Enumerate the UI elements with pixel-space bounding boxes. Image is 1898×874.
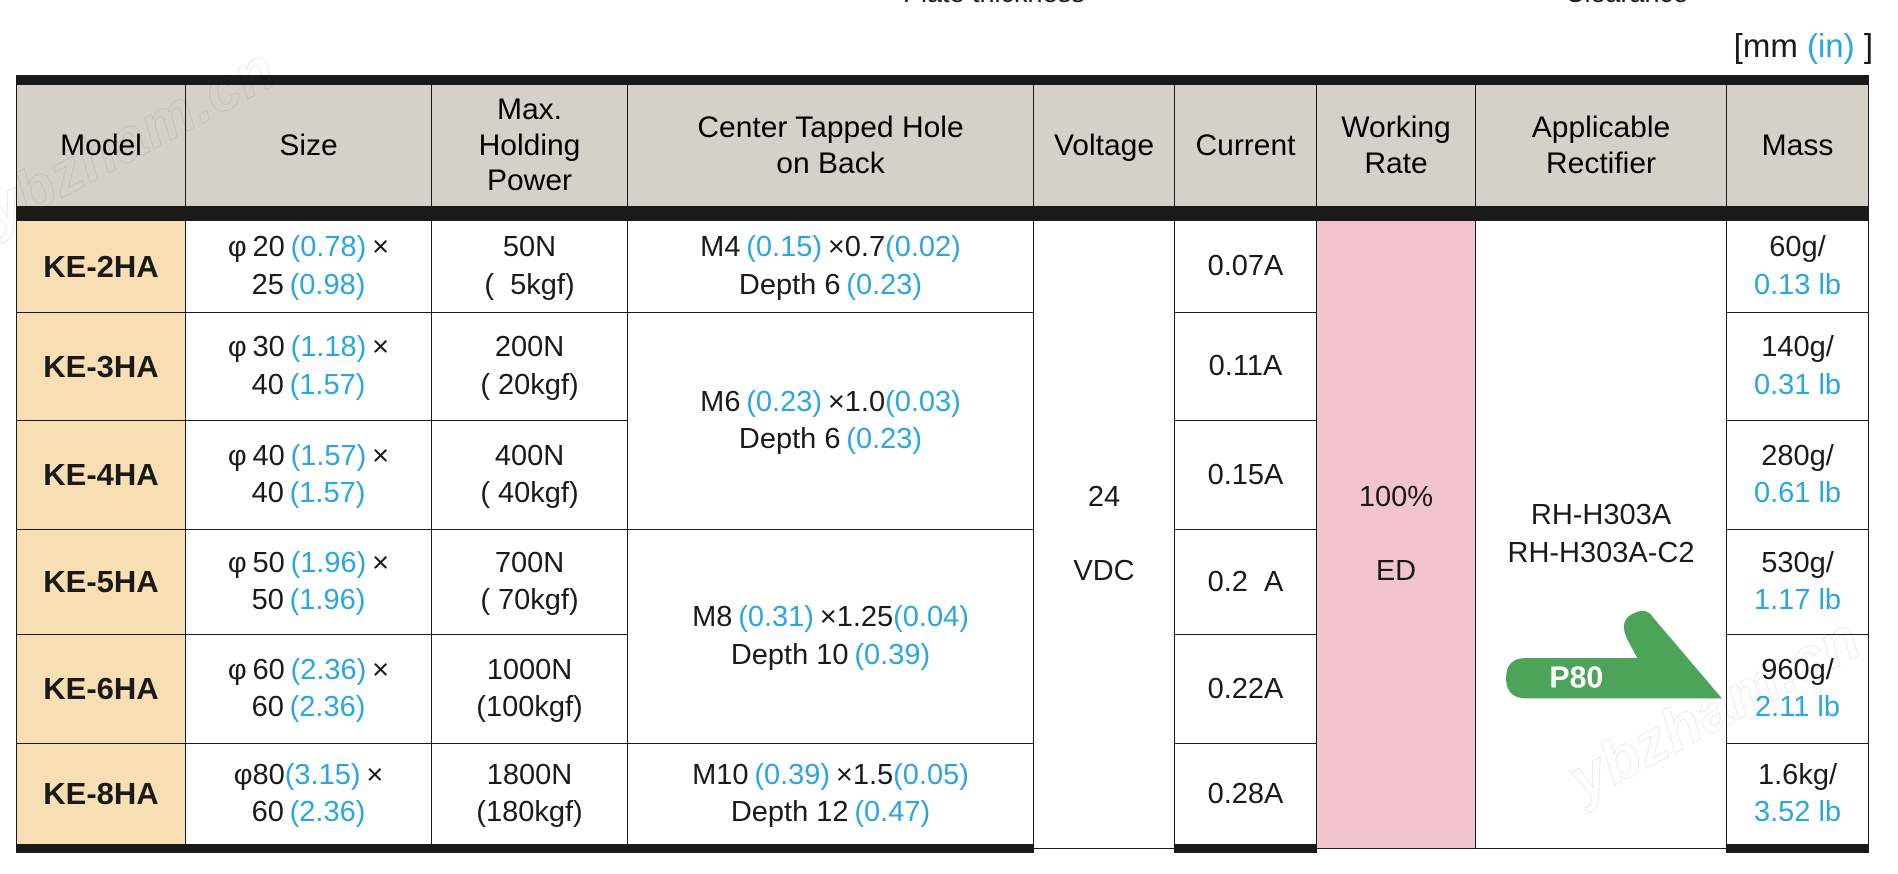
svg-text:P80: P80 [1549, 661, 1603, 694]
